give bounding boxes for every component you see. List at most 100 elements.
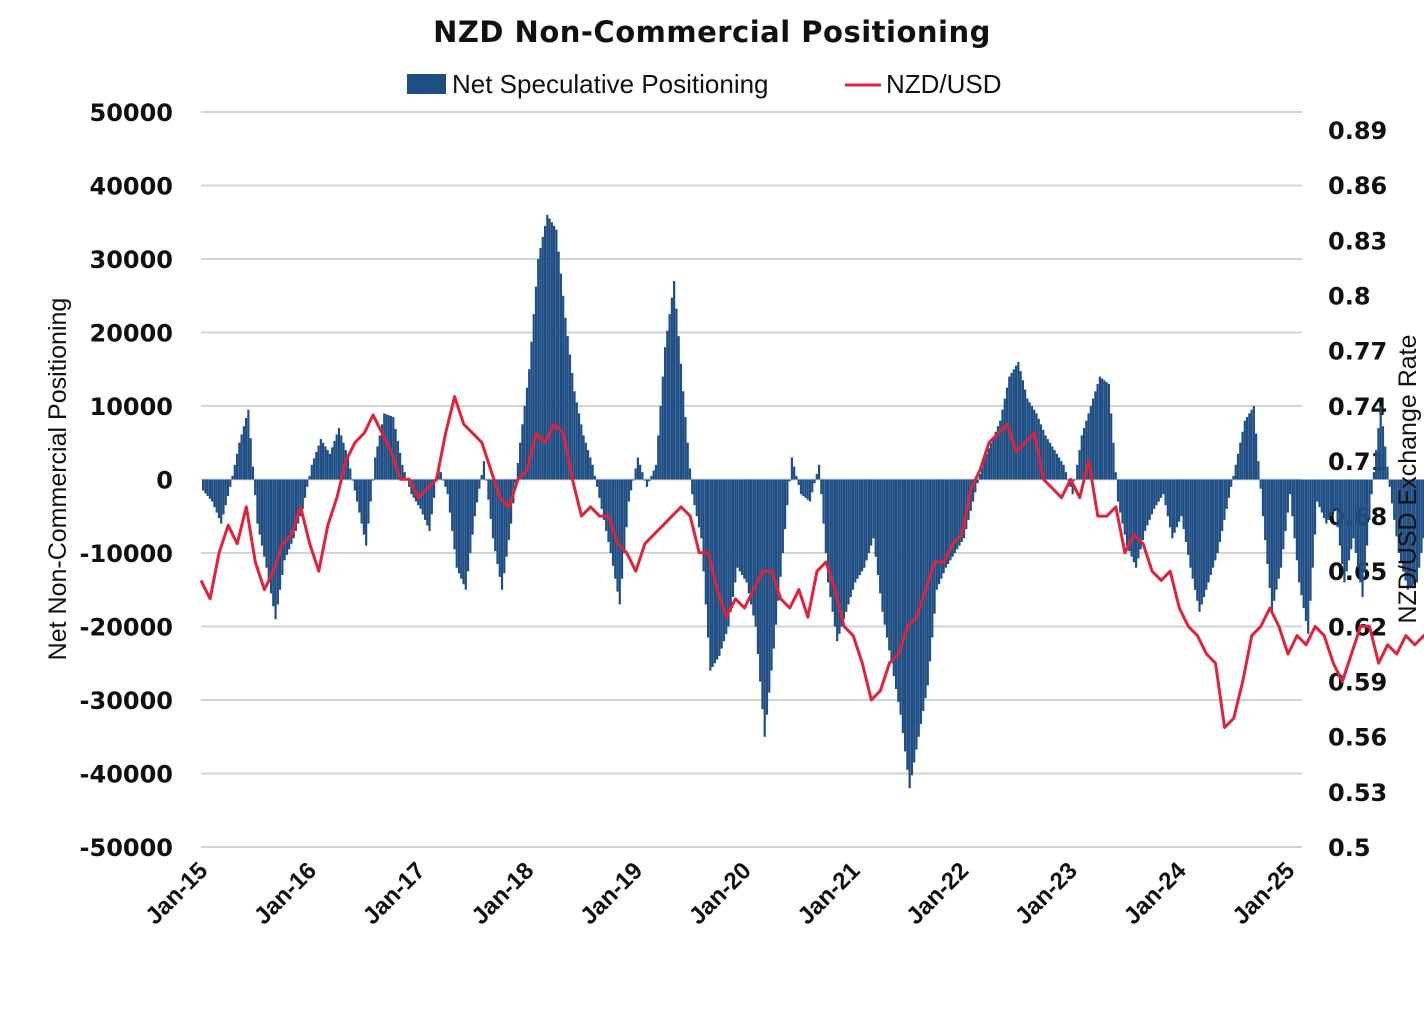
positioning-bar bbox=[498, 479, 501, 577]
positioning-bar bbox=[777, 479, 780, 601]
positioning-bar bbox=[1239, 442, 1242, 480]
positioning-bar bbox=[1255, 433, 1258, 480]
positioning-bar bbox=[1375, 450, 1378, 480]
positioning-bar bbox=[1393, 479, 1396, 520]
positioning-bar bbox=[1291, 479, 1294, 517]
chart-title: NZD Non-Commercial Positioning bbox=[433, 15, 991, 49]
positioning-bar bbox=[596, 479, 599, 487]
positioning-bar bbox=[985, 453, 988, 480]
positioning-bar bbox=[285, 479, 288, 555]
positioning-bar bbox=[820, 479, 823, 495]
positioning-bar bbox=[736, 479, 739, 568]
positioning-bar bbox=[242, 426, 245, 480]
y-right-tick-label: 0.5 bbox=[1328, 834, 1371, 862]
positioning-bar bbox=[713, 479, 716, 664]
positioning-bar bbox=[1275, 479, 1278, 590]
positioning-bar bbox=[319, 439, 322, 480]
positioning-bar bbox=[446, 479, 449, 495]
positioning-bar bbox=[620, 479, 624, 579]
positioning-bar bbox=[485, 479, 488, 481]
positioning-bar bbox=[1309, 479, 1312, 601]
positioning-bar bbox=[593, 475, 596, 480]
positioning-bar bbox=[1325, 479, 1328, 524]
positioning-bar bbox=[1168, 479, 1172, 528]
positioning-bar bbox=[1137, 479, 1140, 559]
positioning-bar bbox=[503, 479, 506, 574]
positioning-bar bbox=[525, 387, 529, 480]
positioning-bar bbox=[1329, 479, 1332, 517]
positioning-bar bbox=[278, 479, 282, 590]
positioning-bar bbox=[849, 479, 852, 598]
positioning-bar bbox=[1039, 424, 1043, 480]
positioning-bar bbox=[598, 479, 601, 498]
positioning-bar bbox=[734, 479, 737, 583]
positioning-bar bbox=[222, 479, 225, 515]
positioning-bar bbox=[1295, 479, 1298, 561]
positioning-bar bbox=[444, 479, 447, 487]
positioning-bar bbox=[1080, 435, 1083, 480]
legend-label-nzdusd: NZD/USD bbox=[886, 69, 1002, 99]
positioning-bar bbox=[584, 442, 587, 480]
positioning-bar bbox=[1241, 431, 1244, 480]
positioning-bar bbox=[745, 479, 748, 583]
positioning-bar bbox=[1379, 406, 1382, 480]
positioning-bar bbox=[1116, 479, 1120, 502]
positioning-bar bbox=[870, 479, 873, 546]
positioning-bar bbox=[1003, 398, 1006, 480]
positioning-bar bbox=[1121, 479, 1124, 524]
positioning-bar bbox=[663, 347, 667, 480]
positioning-bar bbox=[367, 479, 370, 524]
positioning-bar bbox=[1182, 479, 1185, 530]
positioning-bar bbox=[965, 479, 968, 530]
positioning-bar bbox=[654, 464, 658, 480]
positioning-bar bbox=[1114, 472, 1117, 480]
positioning-bar bbox=[722, 479, 726, 642]
positioning-bar bbox=[571, 372, 574, 480]
positioning-bar bbox=[1110, 413, 1113, 480]
positioning-bar bbox=[1091, 398, 1095, 480]
positioning-bar bbox=[408, 479, 411, 487]
positioning-bar bbox=[1125, 479, 1129, 546]
positioning-bar bbox=[521, 424, 524, 480]
positioning-bar bbox=[573, 391, 576, 480]
positioning-bar bbox=[673, 281, 676, 480]
positioning-bar bbox=[417, 479, 420, 506]
positioning-bar bbox=[1236, 453, 1240, 480]
positioning-bar bbox=[992, 437, 995, 480]
positioning-bar bbox=[815, 473, 818, 480]
positioning-bar bbox=[1062, 464, 1065, 480]
positioning-bar bbox=[385, 414, 388, 480]
positioning-bar bbox=[496, 479, 499, 565]
positioning-bar bbox=[666, 330, 669, 480]
positioning-bar bbox=[1390, 479, 1394, 504]
positioning-bar bbox=[1055, 453, 1058, 480]
y-right-tick-label: 0.53 bbox=[1328, 779, 1387, 807]
positioning-bar bbox=[374, 457, 377, 480]
positioning-bar bbox=[1119, 479, 1122, 513]
positioning-bar bbox=[403, 472, 406, 480]
positioning-bar bbox=[290, 479, 293, 544]
positioning-bar bbox=[838, 479, 841, 634]
positioning-bar bbox=[312, 458, 316, 480]
positioning-bar bbox=[1243, 420, 1246, 480]
positioning-bar bbox=[1005, 387, 1009, 480]
positioning-bar bbox=[426, 479, 429, 526]
positioning-bar bbox=[847, 479, 850, 605]
positioning-bar bbox=[1313, 479, 1317, 535]
positioning-bar bbox=[1069, 479, 1072, 487]
positioning-bar bbox=[1042, 429, 1045, 480]
positioning-bar bbox=[245, 417, 248, 480]
positioning-bar bbox=[951, 479, 954, 557]
positioning-bar bbox=[317, 445, 320, 480]
positioning-bar bbox=[1302, 479, 1305, 609]
positioning-bar bbox=[1098, 376, 1101, 480]
positioning-bar bbox=[371, 479, 375, 481]
positioning-bar bbox=[224, 479, 227, 506]
positioning-bar bbox=[636, 457, 639, 480]
positioning-bar bbox=[208, 479, 211, 499]
positioning-bar bbox=[763, 479, 766, 737]
positioning-bar bbox=[1377, 428, 1380, 480]
positioning-bar bbox=[901, 479, 904, 734]
positioning-bar bbox=[1021, 380, 1024, 480]
positioning-bar bbox=[1162, 479, 1165, 495]
